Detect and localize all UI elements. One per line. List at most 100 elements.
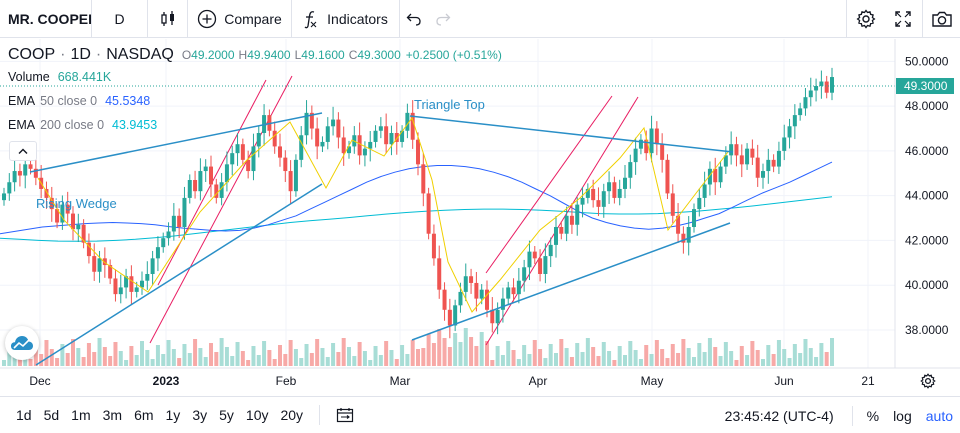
range-1m-button[interactable]: 1m xyxy=(71,407,91,423)
volume-bar xyxy=(554,353,558,366)
tradingview-logo[interactable] xyxy=(5,326,39,360)
auto-toggle[interactable]: auto xyxy=(925,407,953,424)
legend-main-series[interactable]: COOP · 1D · NASDAQ O 49.2000 H 49.9400 L 49… xyxy=(8,46,502,70)
legend-separator: · xyxy=(95,46,102,63)
legend-ema50[interactable]: EMA 50 close 0 45.5348 xyxy=(8,94,502,118)
candle-body xyxy=(628,162,633,178)
candle-body xyxy=(431,233,436,259)
volume-bar xyxy=(193,339,198,366)
candle-body xyxy=(293,159,298,192)
triangle-top-label[interactable]: Triangle Top xyxy=(414,97,485,112)
volume-bar xyxy=(766,345,771,366)
candle-body xyxy=(129,276,134,292)
range-5d-button[interactable]: 5d xyxy=(43,407,60,423)
chart-canvas[interactable]: Rising Wedge Triangle Top 50.0000 48.0000… xyxy=(0,39,960,396)
price-tick-label: 38.0000 xyxy=(905,323,949,337)
undo-button[interactable] xyxy=(400,0,428,38)
volume-bar xyxy=(654,340,659,366)
candle-body xyxy=(320,141,325,147)
interval-button[interactable]: D xyxy=(92,0,148,38)
volume-bar xyxy=(787,358,792,366)
range-3m-button[interactable]: 3m xyxy=(102,407,123,423)
volume-bar xyxy=(830,338,834,366)
percent-toggle[interactable]: % xyxy=(866,407,880,424)
range-1y-button[interactable]: 1y xyxy=(165,407,181,423)
candle-body xyxy=(506,287,511,299)
volume-label: Volume xyxy=(8,70,50,84)
symbol-search-button[interactable]: MR. COOPER xyxy=(0,0,92,38)
snapshot-button[interactable] xyxy=(922,0,960,38)
candle-body xyxy=(166,231,171,239)
volume-bar xyxy=(320,348,325,366)
volume-bar xyxy=(336,352,341,366)
volume-bar xyxy=(224,347,229,366)
volume-bar xyxy=(33,345,38,366)
volume-bar xyxy=(755,350,760,366)
range-20y-button[interactable]: 20y xyxy=(280,407,304,423)
camera-icon xyxy=(931,11,952,27)
chevron-up-icon xyxy=(18,148,28,154)
compare-button[interactable]: Compare xyxy=(188,0,292,38)
volume-bar xyxy=(458,342,463,366)
candle-body xyxy=(755,157,760,178)
candle-body xyxy=(585,188,590,198)
candle-body xyxy=(416,139,420,165)
volume-bar xyxy=(288,340,293,366)
candle-body xyxy=(723,155,728,167)
chart-style-button[interactable] xyxy=(148,0,188,38)
volume-bar xyxy=(601,342,606,366)
candle-body xyxy=(426,193,431,234)
volume-bar xyxy=(485,341,489,366)
legend-volume[interactable]: Volume 668.441K xyxy=(8,70,502,94)
range-1d-button[interactable]: 1d xyxy=(16,407,32,423)
volume-bar xyxy=(171,349,176,366)
candle-body xyxy=(601,191,606,207)
price-tick-label: 44.0000 xyxy=(905,189,949,203)
legend-close-value: 49.3000 xyxy=(357,48,401,62)
fullscreen-button[interactable] xyxy=(884,0,922,38)
rising-wedge-label[interactable]: Rising Wedge xyxy=(36,196,117,211)
candle-body xyxy=(612,182,617,198)
candle-body xyxy=(336,119,341,138)
price-axis[interactable]: 50.0000 48.0000 46.0000 44.0000 42.0000 40.00… xyxy=(894,39,960,368)
gear-icon xyxy=(856,9,875,29)
volume-bar xyxy=(463,328,468,366)
volume-bar xyxy=(660,349,665,366)
volume-bar xyxy=(325,357,330,366)
candle-body xyxy=(681,233,686,243)
range-6m-button[interactable]: 6m xyxy=(134,407,154,423)
clock-timezone[interactable]: 23:45:42 (UTC-4) xyxy=(724,407,834,424)
candle-body xyxy=(564,215,569,234)
range-5y-button[interactable]: 5y xyxy=(219,407,234,423)
volume-bar xyxy=(28,359,33,366)
time-axis[interactable]: Dec 2023 Feb Mar Apr May Jun 21 xyxy=(0,367,960,388)
volume-bar xyxy=(442,338,447,366)
legend-collapse-button[interactable] xyxy=(9,141,37,161)
redo-button[interactable] xyxy=(428,0,458,38)
candle-body xyxy=(803,97,808,109)
candle-body xyxy=(309,112,314,129)
volume-bar xyxy=(256,355,261,366)
candle-body xyxy=(113,278,118,295)
candle-body xyxy=(527,251,532,268)
volume-bar xyxy=(516,359,521,366)
volume-bar xyxy=(729,351,734,366)
legend-open-label: O xyxy=(181,48,192,62)
volume-bar xyxy=(357,342,362,366)
candle-body xyxy=(161,238,166,248)
divider xyxy=(319,405,321,425)
volume-bar xyxy=(686,348,691,366)
range-10y-button[interactable]: 10y xyxy=(245,407,269,423)
goto-date-button[interactable] xyxy=(330,397,360,433)
volume-bar xyxy=(150,359,155,366)
candle-body xyxy=(771,159,776,167)
log-toggle[interactable]: log xyxy=(893,407,912,424)
settings-button[interactable] xyxy=(846,0,884,38)
volume-bar xyxy=(745,355,750,366)
axis-settings-button[interactable] xyxy=(918,372,938,390)
legend-ema200[interactable]: EMA 200 close 0 43.9453 xyxy=(8,118,502,142)
candle-body xyxy=(532,251,537,259)
range-3y-button[interactable]: 3y xyxy=(192,407,208,423)
indicators-button[interactable]: Indicators xyxy=(292,0,400,38)
candle-body xyxy=(495,309,500,324)
